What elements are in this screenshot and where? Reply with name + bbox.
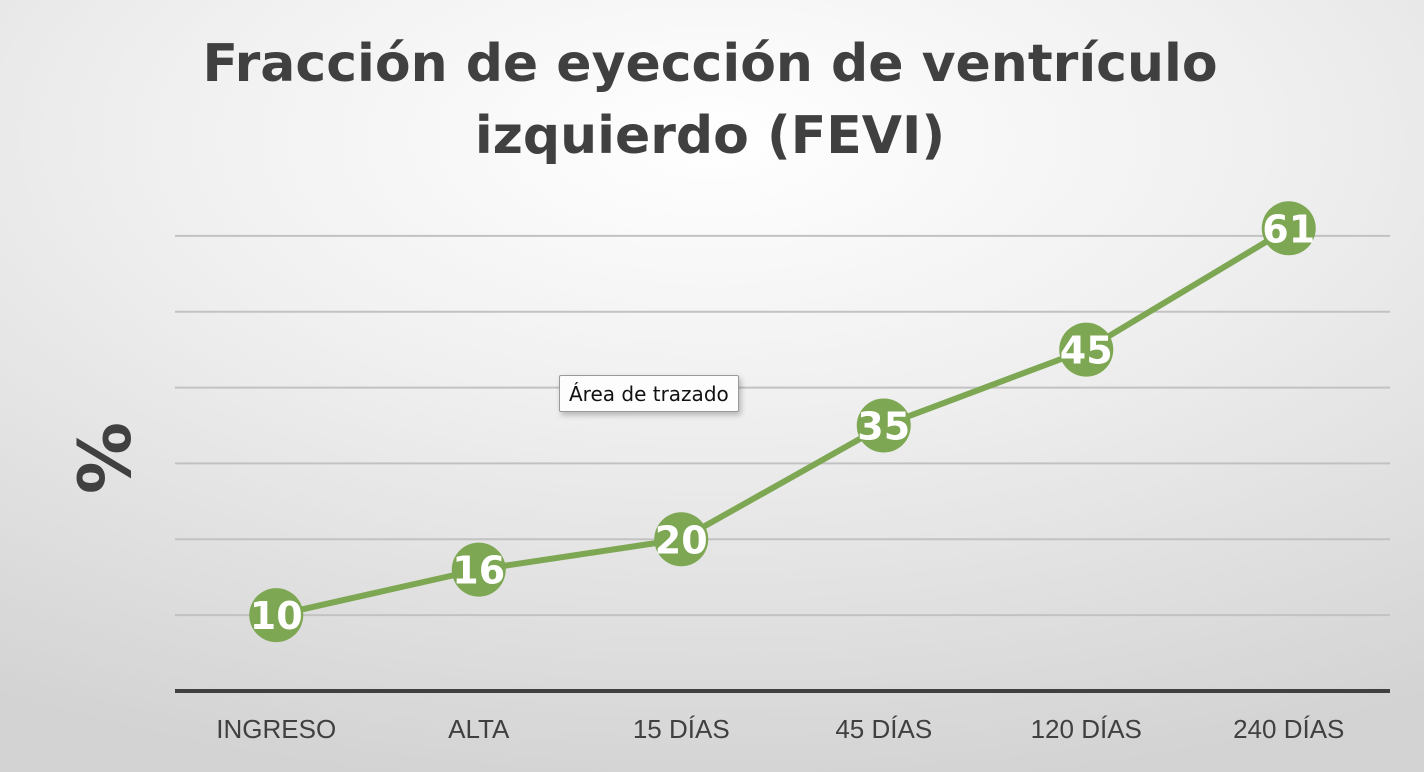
data-label-1: 16 bbox=[452, 549, 505, 593]
data-point-4[interactable] bbox=[1059, 322, 1114, 377]
gridlines bbox=[175, 234, 1390, 617]
data-point-0[interactable] bbox=[249, 588, 304, 643]
x-tick-label-3: 45 DÍAS bbox=[835, 714, 932, 744]
data-label-3: 35 bbox=[857, 405, 910, 449]
data-label-2: 20 bbox=[655, 518, 708, 562]
x-tick-label-2: 15 DÍAS bbox=[633, 714, 730, 744]
data-point-1[interactable] bbox=[451, 542, 506, 597]
series-line-0[interactable] bbox=[273, 225, 1292, 619]
data-label-5: 61 bbox=[1262, 207, 1315, 251]
x-tick-label-4: 120 DÍAS bbox=[1031, 714, 1142, 744]
data-label-0: 10 bbox=[250, 594, 303, 638]
data-point-5[interactable] bbox=[1261, 201, 1316, 256]
x-tick-label-1: ALTA bbox=[448, 714, 510, 744]
x-tick-label-5: 240 DÍAS bbox=[1233, 714, 1344, 744]
data-point-3[interactable] bbox=[856, 398, 911, 453]
data-label-4: 45 bbox=[1060, 329, 1113, 373]
x-tick-label-0: INGRESO bbox=[216, 714, 336, 744]
chart-title: Fracción de eyección de ventrículo izqui… bbox=[202, 34, 1218, 166]
plot-area-tooltip: Área de trazado bbox=[559, 375, 739, 412]
series-layer: 10 16 20 35 45 61 bbox=[249, 201, 1316, 643]
x-tick-labels: INGRESO ALTA 15 DÍAS 45 DÍAS 120 DÍAS 240 DÍA… bbox=[216, 714, 1344, 744]
data-point-2[interactable] bbox=[654, 512, 709, 567]
